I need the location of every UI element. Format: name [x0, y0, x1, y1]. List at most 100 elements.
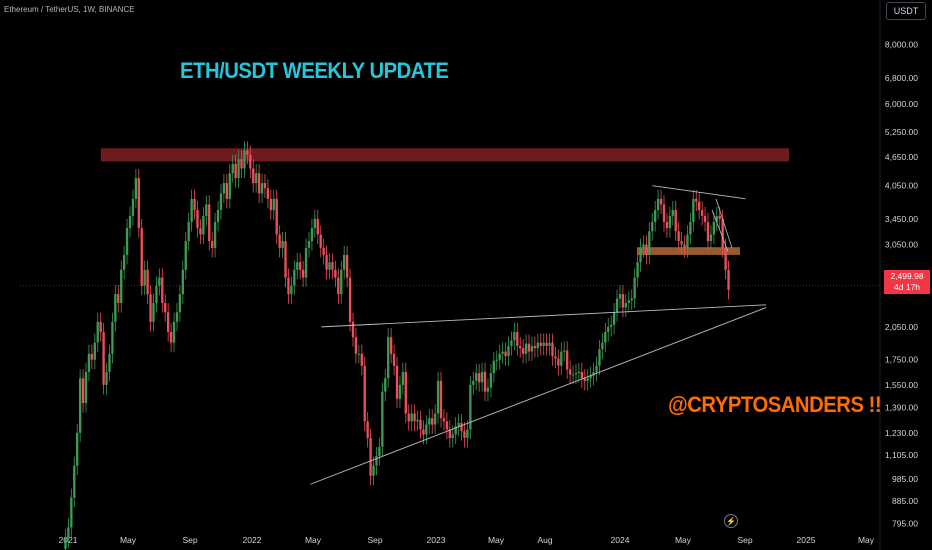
x-tick-label: May — [675, 535, 692, 545]
candle-body — [457, 422, 460, 427]
candle-body — [674, 210, 677, 232]
candle-body — [216, 210, 220, 222]
candle-body — [392, 353, 396, 366]
candle-body — [357, 353, 361, 355]
candle-body — [219, 193, 223, 211]
currency-badge[interactable]: USDT — [886, 2, 926, 20]
candle-body — [451, 434, 454, 438]
zone-support — [637, 247, 740, 255]
candle-body — [225, 183, 228, 199]
x-tick-label: Sep — [367, 535, 382, 545]
candle-body — [436, 380, 440, 414]
candle-body — [181, 269, 184, 295]
candle-body — [334, 269, 337, 278]
candle-body — [301, 269, 305, 278]
candle-body — [246, 150, 249, 155]
candle-body — [363, 365, 366, 422]
candle-body — [143, 269, 146, 286]
y-tick-label: 1,390.00 — [885, 402, 918, 412]
candle-body — [316, 218, 319, 235]
candle-body — [149, 294, 152, 322]
candle-body — [381, 391, 384, 447]
chart-title-annotation: ETH/USDT WEEKLY UPDATE — [180, 58, 449, 83]
candle-body — [190, 198, 193, 222]
x-tick-label: 2025 — [797, 535, 816, 545]
candle-body — [64, 538, 67, 549]
y-tick-label: 8,000.00 — [885, 39, 918, 49]
candle-body — [642, 244, 645, 248]
candle-body — [586, 378, 589, 381]
candle-body — [431, 418, 434, 425]
y-tick-label: 985.00 — [892, 474, 918, 484]
candle-body — [210, 241, 214, 248]
candle-body — [99, 321, 102, 332]
candle-body — [580, 371, 584, 379]
candle-body — [519, 345, 522, 349]
candle-body — [237, 159, 240, 179]
candle-body — [416, 419, 419, 422]
candle-body — [536, 342, 539, 349]
candle-body — [196, 210, 199, 229]
candle-body — [125, 228, 129, 255]
candle-body — [120, 269, 123, 304]
candle-body — [636, 262, 639, 278]
candle-body — [67, 527, 70, 539]
candle-body — [442, 418, 446, 422]
candle-body — [510, 340, 513, 346]
candle-body — [340, 269, 343, 295]
author-handle-annotation: @CRYPTOSANDERS !! — [668, 392, 882, 417]
candle-body — [715, 215, 718, 222]
candle-body — [554, 356, 557, 359]
candle-body — [70, 497, 73, 528]
x-tick-label: Sep — [737, 535, 752, 545]
candle-body — [310, 228, 314, 242]
candle-body — [612, 312, 616, 325]
candle-body — [610, 324, 613, 327]
lightning-icon[interactable]: ⚡ — [724, 514, 738, 528]
y-tick-label: 1,105.00 — [885, 450, 918, 460]
candle-body — [202, 215, 205, 235]
candle-body — [255, 173, 258, 184]
candle-body — [624, 303, 628, 308]
candle-body — [407, 413, 410, 422]
candle-body — [495, 359, 498, 361]
x-tick-label: Aug — [537, 535, 552, 545]
candle-body — [621, 294, 625, 308]
candle-body — [433, 413, 437, 425]
y-tick-label: 3,050.00 — [885, 239, 918, 249]
candle-body — [680, 241, 683, 245]
trendline — [711, 209, 729, 252]
candle-body — [152, 303, 155, 322]
candle-body — [389, 337, 393, 354]
candle-body — [492, 360, 495, 374]
candle-body — [539, 342, 542, 346]
candle-body — [296, 262, 299, 270]
candle-body — [428, 418, 431, 425]
candle-body — [96, 321, 99, 343]
candle-body — [93, 342, 96, 360]
candle-body — [589, 375, 592, 379]
last-price-tag: 2,499.98 4d 17h — [884, 270, 930, 294]
candle-body — [319, 234, 322, 248]
candle-body — [557, 358, 560, 366]
candle-body — [175, 312, 179, 322]
candle-body — [343, 254, 346, 270]
candle-body — [651, 221, 654, 232]
candle-body — [689, 221, 692, 235]
candle-body — [166, 312, 170, 332]
x-tick-label: 2024 — [611, 535, 630, 545]
candle-body — [695, 198, 698, 202]
candle-body — [331, 262, 334, 270]
candle-body — [146, 269, 149, 295]
candle-body — [287, 277, 290, 295]
candle-body — [366, 421, 369, 438]
y-tick-label: 6,000.00 — [885, 99, 918, 109]
candle-body — [387, 337, 390, 379]
y-tick-label: 795.00 — [892, 518, 918, 528]
symbol-header[interactable]: Ethereum / TetherUS, 1W, BINANCE — [4, 5, 135, 14]
candle-body — [122, 254, 126, 270]
candle-body — [102, 331, 105, 385]
candle-body — [563, 350, 566, 352]
candle-body — [293, 269, 296, 286]
